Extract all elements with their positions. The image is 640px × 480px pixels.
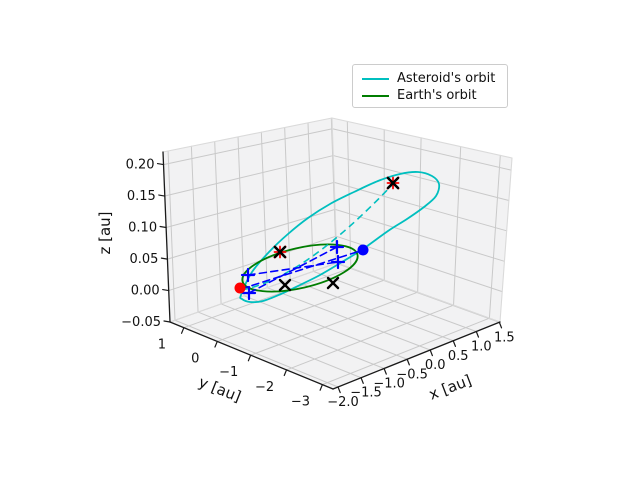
asteroid-dashed-arc [240,183,394,291]
x-grid-line [220,303,385,369]
x-grid-line [197,311,362,379]
y-grid-line [488,154,501,319]
z-grid-line [332,155,510,201]
y-tick-label: −3 [291,395,310,410]
x-tick [406,358,410,366]
x-grid-line [260,131,268,289]
legend-item-asteroid-orbit: Asteroid's orbit [362,70,498,87]
z-tick-label: 0.15 [127,189,156,204]
red-point-marker [234,282,246,294]
x-tick [452,340,457,347]
x-marker [386,176,400,190]
x-grid-line [266,287,431,351]
axis-ticks [156,162,503,394]
z-tick-label: −0.05 [121,315,161,330]
right-wall-pane [332,118,512,322]
legend-label-earth-orbit: Earth's orbit [397,88,477,103]
y-grid-line [183,267,352,329]
axes-panes [163,118,512,389]
y-tick-label: −1 [219,365,238,380]
x-tick [475,330,480,338]
z-tick [159,225,167,229]
left-wall-pane [163,118,337,322]
z-tick [162,288,170,292]
y-grid-line [216,279,385,342]
x-tick-label: 1.5 [494,330,515,345]
z-tick [163,320,171,323]
y-grid-line [453,146,462,306]
x-grid-line [214,141,222,305]
z-tick-label: 0.05 [129,252,158,267]
x-grid-line [167,150,176,321]
axis-text: −2.0−1.5−1.0−0.50.00.51.01.5 x [au] 1 0 −1 −2… [96,158,515,410]
y-grid-line [286,304,455,371]
y-grid-line [321,317,490,386]
observation-dashed-line [240,249,364,290]
z-axis-spine [162,151,171,323]
z-grid-line [331,128,512,171]
y-tick-label: 1 [158,338,166,353]
y-tick-label: 0 [191,351,199,366]
x-grid-line [237,136,245,297]
x-grid-line [190,145,199,313]
z-tick-label: 0.10 [128,220,157,235]
earth-orbit-line-sample-icon [362,94,389,97]
pane-edge [331,117,513,159]
legend-item-earth-orbit: Earth's orbit [362,87,498,104]
pane-edge [336,262,501,323]
x-marker [278,278,292,292]
y-grid-line [250,291,419,356]
y-grid-line [417,137,422,293]
x-marker [326,276,340,290]
y-tick [180,327,185,334]
y-tick [283,369,288,377]
x-grid-line [307,122,314,272]
asteroid-orbit-line [239,171,441,304]
markers [234,176,400,301]
x-tick [383,367,387,375]
x-tick-label: −0.5 [396,367,428,382]
z-tick [156,162,165,166]
z-tick-label: 0.20 [126,158,155,173]
x-tick-label: −1.0 [373,376,405,391]
z-tick [158,194,166,197]
x-tick [360,377,364,384]
x-grid-line [312,270,477,333]
y-tick [247,354,252,362]
x-grid-line [174,319,339,388]
observation-dashed-line [248,246,338,294]
floor-pane [170,263,500,389]
z-axis-label: z [au] [96,211,114,254]
z-tick [160,257,169,260]
x-marker [273,245,287,259]
y-axis-spine [169,321,334,390]
x-axis-label: x [au] [426,371,474,404]
legend-label-asteroid-orbit: Asteroid's orbit [397,71,496,86]
x-tick-label: 0.5 [448,349,469,364]
pane-edge [499,157,513,323]
asteroid-orbit-line-sample-icon [362,77,389,80]
x-grid-line [284,127,291,281]
x-tick [337,386,341,394]
y-tick [214,340,218,348]
x-grid-line [243,295,408,360]
z-tick-label: 0.00 [131,284,160,299]
pane-edge [162,117,333,153]
x-tick [498,321,503,329]
z-grid-line [334,208,505,262]
x-tick [429,349,433,357]
x-tick-label: 0.0 [425,358,446,373]
y-tick-label: −2 [255,380,274,395]
x-tick-label: 1.0 [471,340,492,355]
observation-dashed-line [247,261,339,276]
x-tick-label: −2.0 [327,395,359,410]
x-tick-label: −1.5 [350,386,382,401]
x-grid-line [289,279,454,342]
blue-point-marker [357,244,369,256]
legend: Asteroid's orbit Earth's orbit [352,64,508,108]
z-grid-line [333,181,508,232]
y-tick [319,384,324,391]
